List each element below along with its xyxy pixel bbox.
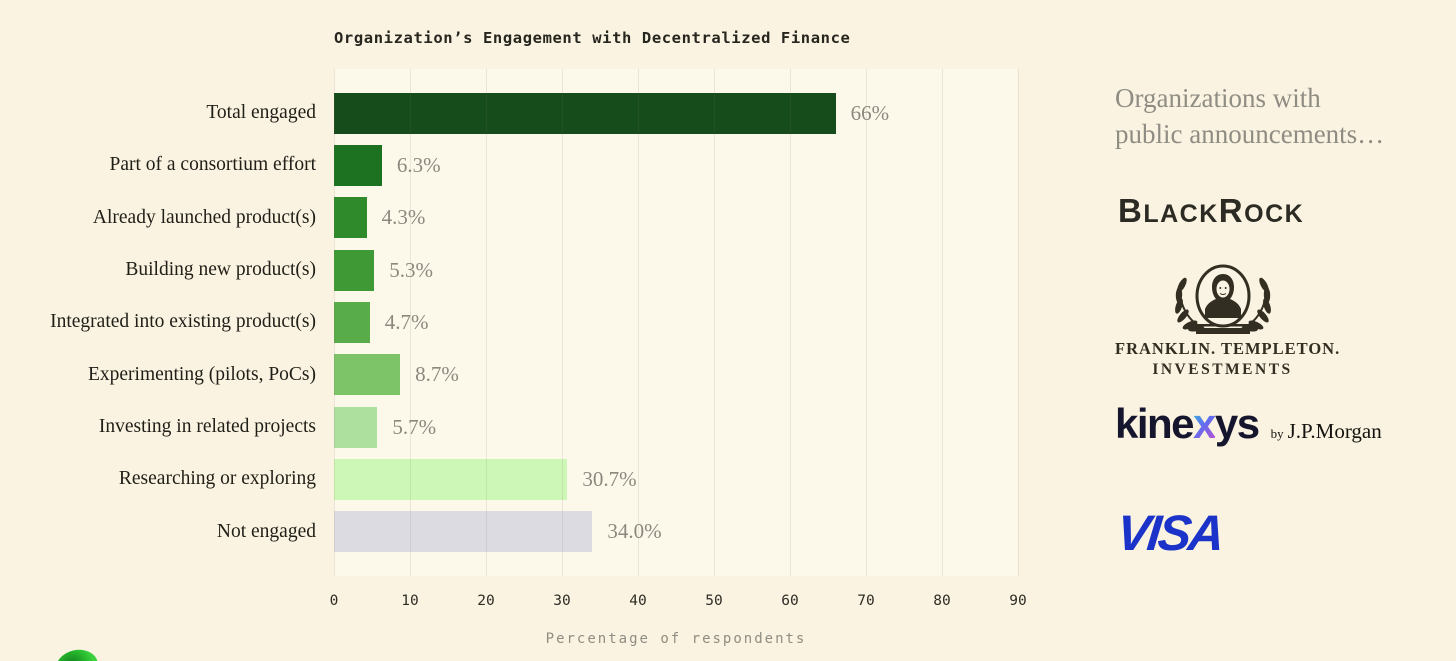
bar-value-label: 5.3% (389, 257, 434, 282)
x-tick-label: 60 (781, 593, 799, 609)
bar-row: 5.3% (334, 244, 1018, 296)
x-tick-label: 70 (857, 593, 875, 609)
bar (334, 458, 568, 500)
bar-value-label: 4.3% (381, 205, 426, 230)
category-label: Experimenting (pilots, PoCs) (87, 363, 316, 385)
bar-row: 4.3% (334, 192, 1018, 244)
franklin-templeton-logo-text: FRANKLIN. TEMPLETON. (1115, 339, 1341, 358)
x-tick-label: 80 (933, 593, 951, 609)
gridline (714, 69, 715, 576)
x-tick-label: 30 (553, 593, 571, 609)
side-heading-line-2: public announcements… (1115, 119, 1385, 149)
gridline (409, 69, 411, 576)
bar-row: 8.7% (334, 349, 1018, 401)
gridline (562, 69, 563, 576)
gridline (485, 69, 487, 576)
kinexys-byline: by J.P.Morgan (1270, 419, 1382, 443)
bar-value-label: 5.7% (392, 414, 437, 439)
blackrock-logo-text: LACK (1143, 200, 1219, 228)
x-tick-label: 40 (629, 593, 647, 609)
bar (334, 406, 378, 448)
category-label: Part of a consortium effort (109, 154, 316, 176)
x-tick-label: 10 (401, 593, 419, 609)
kinexys-logo-x: x (1193, 400, 1216, 447)
blackrock-logo: BLACKROCK (1118, 192, 1304, 230)
bar (334, 249, 375, 291)
chart-title: Organization’s Engagement with Decentral… (334, 29, 851, 47)
bar-value-label: 4.7% (384, 309, 429, 334)
gridline (941, 69, 943, 576)
bar (334, 197, 367, 239)
side-panel: Organizations with public announcements…… (1114, 0, 1456, 661)
bar-row: 34.0% (334, 506, 1018, 558)
gridline (790, 69, 791, 576)
category-label: Investing in related projects (98, 416, 316, 438)
gridline (1018, 69, 1019, 576)
bar-value-label: 30.7% (582, 466, 637, 491)
x-tick-label: 90 (1009, 593, 1027, 609)
category-labels: Total engaged Part of a consortium effort… (0, 69, 316, 576)
bar-row: 30.7% (334, 453, 1018, 505)
bar-value-label: 66% (850, 100, 890, 125)
bar (334, 511, 593, 553)
visa-logo: VISA (1114, 505, 1225, 561)
plot-area: 66% 6.3% 4.3% 5.3% 4.7% 8.7% 5.7% 30.7% 34.0% (334, 69, 1019, 576)
franklin-templeton-logo-subtext: INVESTMENTS (1152, 361, 1293, 378)
kinexys-logo-text: ys (1214, 400, 1260, 447)
category-label: Researching or exploring (118, 468, 316, 490)
gridline (637, 69, 639, 576)
category-label: Total engaged (206, 102, 316, 124)
bar-row: 5.7% (334, 401, 1018, 453)
kinexys-logo-text: kine (1115, 400, 1195, 447)
x-tick-label: 50 (705, 593, 723, 609)
bar (334, 301, 370, 343)
side-heading-line-1: Organizations with (1115, 83, 1321, 113)
bar-value-label: 8.7% (415, 362, 459, 387)
bar (334, 144, 382, 186)
kinexys-by-text: by (1270, 426, 1284, 441)
bar-value-label: 6.3% (396, 152, 441, 177)
franklin-templeton-logo: FRANKLIN. TEMPLETON. INVESTMENTS (1115, 262, 1341, 379)
corner-logo-fragment-icon (53, 645, 101, 661)
bar-row: 4.7% (334, 296, 1018, 348)
blackrock-logo-text: B (1118, 192, 1144, 229)
jpmorgan-logo-text: J.P.Morgan (1287, 419, 1382, 443)
bar (334, 354, 401, 396)
bar-row: 6.3% (334, 139, 1018, 191)
category-label: Already launched product(s) (92, 206, 316, 228)
x-tick-label: 0 (329, 593, 339, 609)
blackrock-logo-text: R (1218, 192, 1245, 229)
x-tick-label: 20 (477, 593, 495, 609)
bar-value-label: 34.0% (607, 519, 662, 544)
category-label: Integrated into existing product(s) (50, 311, 316, 333)
bar-rows: 66% 6.3% 4.3% 5.3% 4.7% 8.7% 5.7% 30.7% 34.0% (334, 69, 1018, 576)
x-axis-label: Percentage of respondents (545, 631, 807, 647)
category-label: Not engaged (216, 520, 316, 542)
gridline (334, 69, 335, 576)
kinexys-logo: kinexys by J.P.Morgan (1115, 400, 1382, 448)
franklin-portrait-icon (1174, 264, 1274, 334)
category-label: Building new product(s) (125, 259, 316, 281)
x-ticks: 0 10 20 30 40 50 60 70 80 90 (330, 593, 1027, 613)
side-panel-heading: Organizations with public announcements… (1115, 80, 1384, 152)
bar (334, 92, 836, 134)
blackrock-logo-text: OCK (1244, 200, 1305, 228)
gridline (866, 69, 867, 576)
bar-row: 66% (334, 87, 1018, 139)
